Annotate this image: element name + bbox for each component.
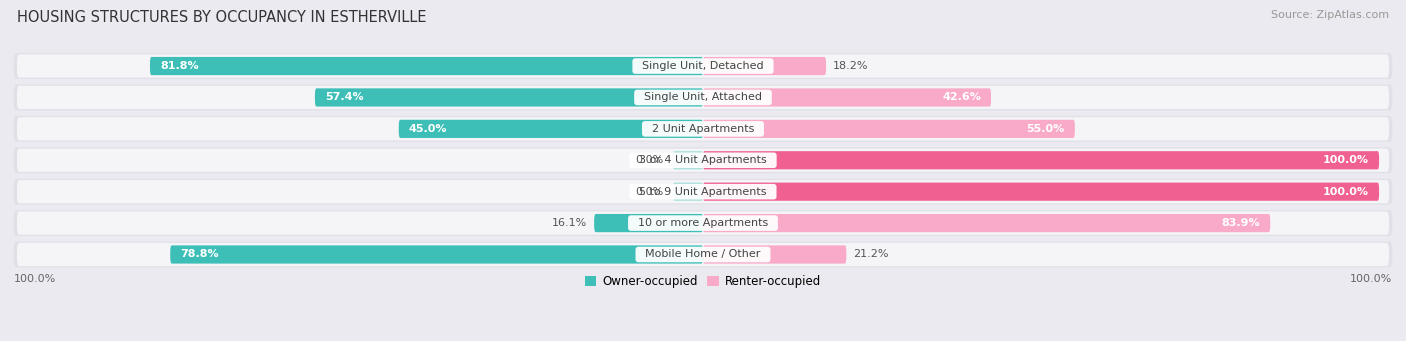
Text: 100.0%: 100.0% <box>1323 187 1369 197</box>
FancyBboxPatch shape <box>14 116 1392 142</box>
Text: 45.0%: 45.0% <box>409 124 447 134</box>
FancyBboxPatch shape <box>703 151 1379 169</box>
FancyBboxPatch shape <box>673 151 703 169</box>
FancyBboxPatch shape <box>17 243 1389 266</box>
Legend: Owner-occupied, Renter-occupied: Owner-occupied, Renter-occupied <box>579 270 827 293</box>
FancyBboxPatch shape <box>150 57 703 75</box>
Text: 100.0%: 100.0% <box>14 274 56 284</box>
FancyBboxPatch shape <box>703 57 827 75</box>
Text: Single Unit, Detached: Single Unit, Detached <box>636 61 770 71</box>
Text: 0.0%: 0.0% <box>636 187 664 197</box>
FancyBboxPatch shape <box>595 214 703 232</box>
Text: 16.1%: 16.1% <box>553 218 588 228</box>
FancyBboxPatch shape <box>14 210 1392 236</box>
FancyBboxPatch shape <box>703 182 1379 201</box>
Text: 21.2%: 21.2% <box>853 250 889 260</box>
Text: 42.6%: 42.6% <box>942 92 981 102</box>
Text: 55.0%: 55.0% <box>1026 124 1064 134</box>
FancyBboxPatch shape <box>14 85 1392 110</box>
Text: 0.0%: 0.0% <box>636 155 664 165</box>
FancyBboxPatch shape <box>14 242 1392 267</box>
FancyBboxPatch shape <box>17 211 1389 235</box>
FancyBboxPatch shape <box>14 179 1392 205</box>
FancyBboxPatch shape <box>17 149 1389 172</box>
FancyBboxPatch shape <box>14 147 1392 173</box>
Text: 81.8%: 81.8% <box>160 61 198 71</box>
Text: 100.0%: 100.0% <box>1350 274 1392 284</box>
Text: 83.9%: 83.9% <box>1222 218 1260 228</box>
Text: 2 Unit Apartments: 2 Unit Apartments <box>645 124 761 134</box>
FancyBboxPatch shape <box>17 86 1389 109</box>
FancyBboxPatch shape <box>17 180 1389 203</box>
FancyBboxPatch shape <box>673 182 703 201</box>
FancyBboxPatch shape <box>17 117 1389 140</box>
Text: Source: ZipAtlas.com: Source: ZipAtlas.com <box>1271 10 1389 20</box>
Text: 18.2%: 18.2% <box>832 61 868 71</box>
FancyBboxPatch shape <box>17 55 1389 78</box>
Text: 5 to 9 Unit Apartments: 5 to 9 Unit Apartments <box>633 187 773 197</box>
Text: 10 or more Apartments: 10 or more Apartments <box>631 218 775 228</box>
FancyBboxPatch shape <box>703 214 1270 232</box>
Text: 100.0%: 100.0% <box>1323 155 1369 165</box>
FancyBboxPatch shape <box>703 120 1074 138</box>
Text: 3 or 4 Unit Apartments: 3 or 4 Unit Apartments <box>633 155 773 165</box>
FancyBboxPatch shape <box>315 88 703 107</box>
FancyBboxPatch shape <box>170 246 703 264</box>
Text: Mobile Home / Other: Mobile Home / Other <box>638 250 768 260</box>
Text: Single Unit, Attached: Single Unit, Attached <box>637 92 769 102</box>
FancyBboxPatch shape <box>399 120 703 138</box>
Text: 57.4%: 57.4% <box>325 92 364 102</box>
FancyBboxPatch shape <box>703 88 991 107</box>
FancyBboxPatch shape <box>703 246 846 264</box>
Text: 78.8%: 78.8% <box>180 250 219 260</box>
FancyBboxPatch shape <box>14 53 1392 79</box>
Text: HOUSING STRUCTURES BY OCCUPANCY IN ESTHERVILLE: HOUSING STRUCTURES BY OCCUPANCY IN ESTHE… <box>17 10 426 25</box>
